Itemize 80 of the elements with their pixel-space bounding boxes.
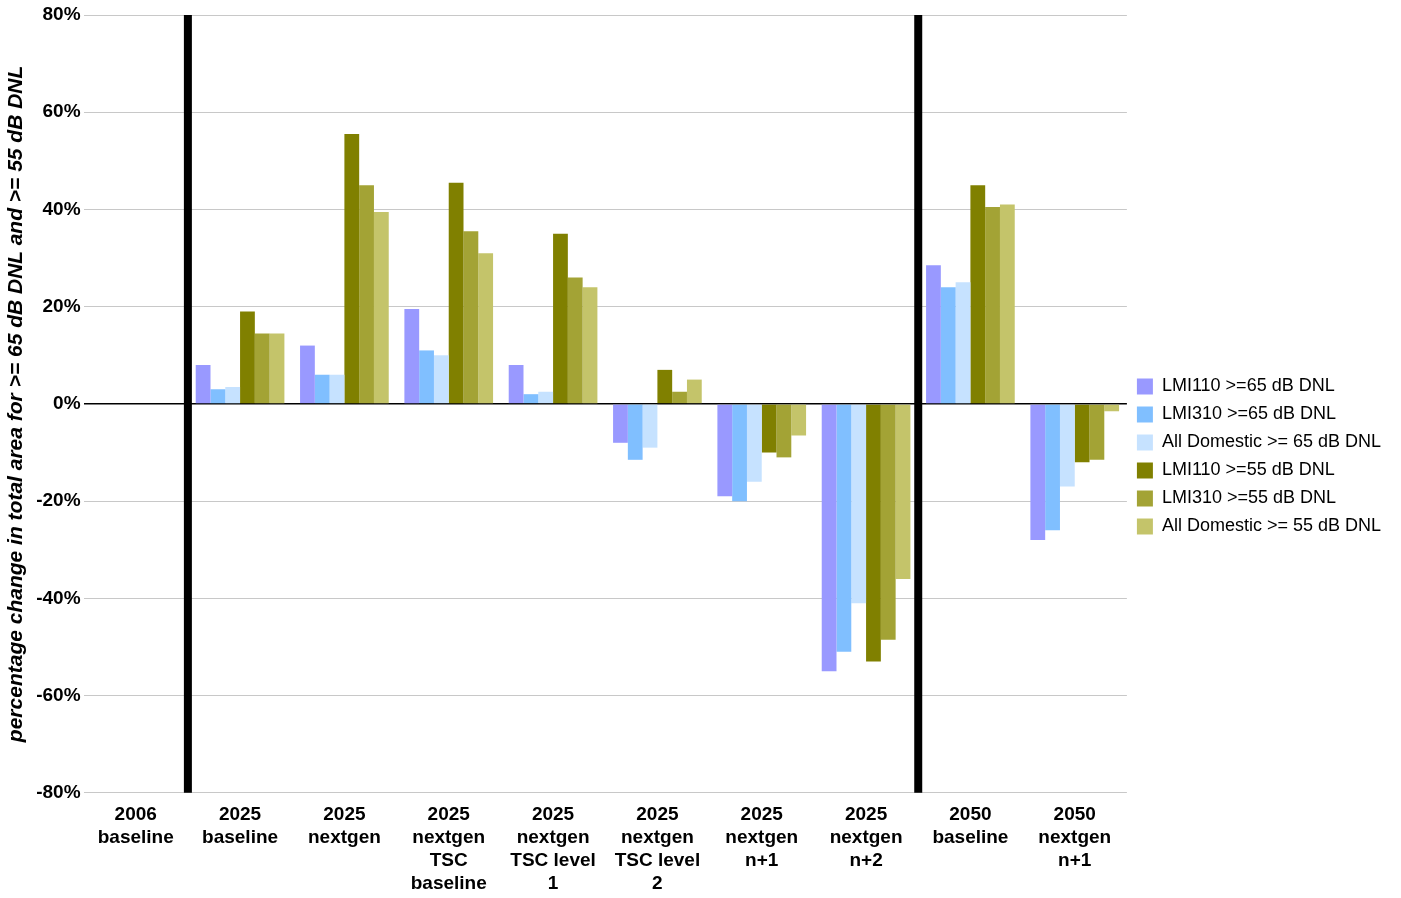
bar [776,404,792,458]
bar [866,404,881,662]
bar [642,404,658,448]
bar [880,404,896,640]
bar [1074,404,1090,463]
bar [836,404,852,652]
bar [553,233,568,404]
bar [955,282,971,404]
bar [225,386,241,404]
bar [344,134,360,404]
legend-label: All Domestic >= 55 dB DNL [1161,515,1381,536]
bar [582,287,598,404]
bar [985,207,1000,404]
bar [1045,404,1060,531]
x-tick-label: 2025 nextgen TSC level 2 [614,803,701,893]
bar [508,365,524,404]
bar [1104,404,1120,412]
bar [732,404,747,502]
bar [717,404,733,497]
bar [999,204,1015,404]
bar [1089,404,1105,460]
y-tick-label: 0% [53,392,81,414]
legend-label: LMI310 >=55 dB DNL [1161,487,1337,508]
bar [1030,404,1046,541]
bar [940,287,956,404]
bar [761,404,777,453]
bar [433,355,449,404]
x-tick-label: 2025 nextgen n+2 [829,803,903,871]
legend-label: All Domestic >= 65 dB DNL [1161,431,1381,452]
bar [359,185,374,404]
bar [538,391,554,404]
x-tick-label: 2025 baseline [202,803,279,848]
bar [672,391,687,404]
y-tick-label: -80% [36,781,81,803]
bar [329,374,345,404]
bar [613,404,628,443]
bar [567,277,583,404]
bar [821,404,837,672]
bar [851,404,867,604]
bar [448,182,464,404]
bar [240,311,255,404]
bar [1059,404,1075,487]
bar [523,394,539,404]
x-tick-label: 2025 nextgen [307,803,381,848]
y-tick-label: 40% [42,197,81,219]
x-tick-label: 2050 nextgen n+1 [1038,803,1112,871]
y-tick-label: -40% [36,586,81,608]
bar [746,404,762,482]
bar [254,333,270,404]
bar [373,211,389,404]
bar [627,404,643,460]
bar [419,350,434,404]
legend-label: LMI110 >=65 dB DNL [1161,375,1335,396]
y-tick-label: 20% [42,294,81,316]
bar [314,374,330,404]
bar [269,333,285,404]
bar [300,345,315,404]
y-tick-label: 60% [42,100,81,122]
y-tick-label: 80% [42,3,81,25]
x-tick-label: 2050 baseline [932,803,1009,848]
bar [791,404,807,436]
bar [463,231,479,404]
y-tick-label: -20% [36,489,81,511]
bar [895,404,911,579]
y-axis-title: percentage change in total area for >= 65 dB DNL and >= 55 dB DNL [3,65,27,744]
x-tick-label: 2006 baseline [97,803,174,848]
bar [657,369,673,404]
bar [404,309,420,404]
legend-label: LMI310 >=65 dB DNL [1161,403,1337,424]
y-tick-label: -60% [36,683,81,705]
bar [478,253,494,404]
bar [970,185,986,404]
bar [210,389,226,404]
bar [926,265,941,404]
bar [686,379,702,404]
legend-label: LMI110 >=55 dB DNL [1161,459,1335,480]
x-tick-label: 2025 nextgen TSC baseline [410,803,487,893]
x-tick-label: 2025 nextgen TSC level 1 [510,803,596,893]
x-tick-label: 2025 nextgen n+1 [725,803,799,871]
bar [195,365,211,404]
